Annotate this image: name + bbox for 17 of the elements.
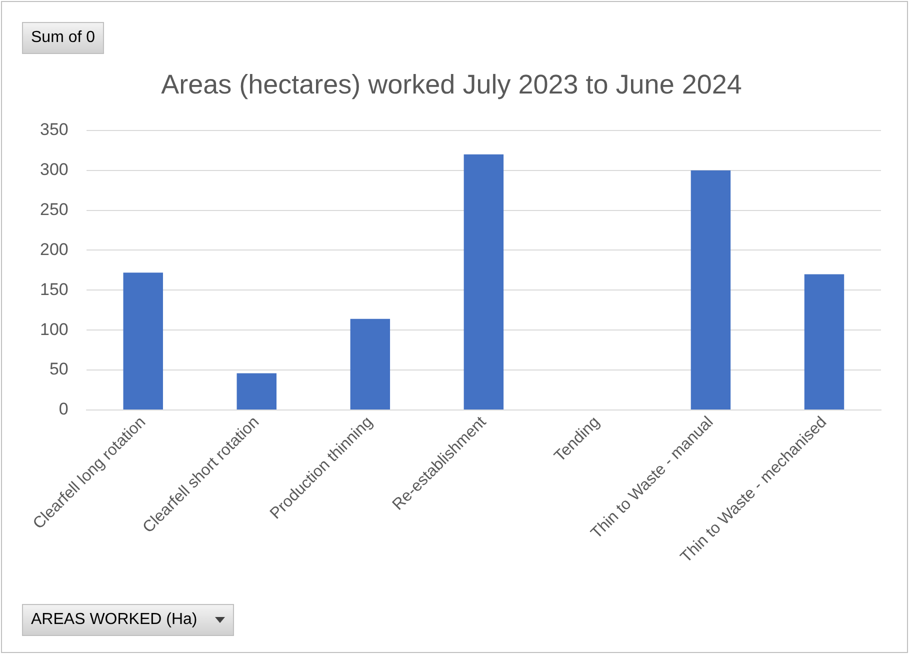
bar <box>236 373 277 410</box>
y-tick-label: 50 <box>49 360 68 379</box>
y-tick-label: 100 <box>40 320 68 339</box>
y-tick-label: 0 <box>58 400 68 419</box>
bar <box>350 318 390 410</box>
y-tick-label: 200 <box>40 240 68 259</box>
y-tick-label: 250 <box>40 200 68 219</box>
bar <box>804 274 844 410</box>
chart-title: Areas (hectares) worked July 2023 to June 2024 <box>161 70 742 100</box>
y-tick-label: 350 <box>40 120 68 140</box>
y-tick-label: 300 <box>40 160 68 180</box>
bar <box>123 272 163 410</box>
text: AREAS WORKED (Ha) <box>31 611 198 629</box>
text: Sum of 0 <box>22 22 104 54</box>
y-tick-label: 150 <box>40 280 68 299</box>
bar <box>690 170 731 410</box>
bar <box>464 154 504 410</box>
